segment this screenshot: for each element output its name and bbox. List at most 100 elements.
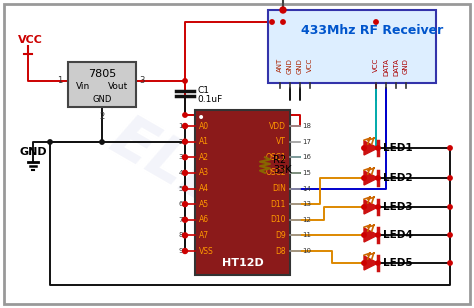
Polygon shape	[364, 228, 378, 242]
Text: OSC1: OSC1	[265, 153, 286, 162]
Text: ANT: ANT	[277, 58, 283, 72]
Circle shape	[376, 205, 380, 209]
Text: 14: 14	[302, 185, 311, 192]
Text: GND: GND	[19, 147, 47, 157]
Circle shape	[376, 261, 380, 265]
Text: D10: D10	[271, 215, 286, 224]
Text: VSS: VSS	[199, 246, 214, 256]
Polygon shape	[364, 200, 378, 214]
Text: GND: GND	[287, 58, 293, 74]
Circle shape	[376, 176, 380, 180]
Circle shape	[362, 261, 366, 265]
Polygon shape	[364, 171, 378, 185]
Text: 7805: 7805	[88, 69, 116, 79]
Circle shape	[281, 20, 285, 24]
Text: LED2: LED2	[383, 173, 413, 183]
Circle shape	[182, 249, 188, 253]
Circle shape	[362, 233, 366, 237]
Circle shape	[182, 124, 188, 128]
Text: DIN: DIN	[272, 184, 286, 193]
Text: LED5: LED5	[383, 258, 413, 268]
Text: A3: A3	[199, 168, 209, 177]
Text: 5: 5	[179, 185, 183, 192]
Text: 18: 18	[302, 123, 311, 129]
Text: Vout: Vout	[108, 82, 128, 91]
Text: 2: 2	[100, 112, 105, 121]
Text: VT: VT	[276, 137, 286, 146]
Text: VCC: VCC	[18, 35, 43, 45]
Polygon shape	[364, 256, 378, 270]
Text: A1: A1	[199, 137, 209, 146]
Text: LED4: LED4	[383, 230, 413, 240]
Text: A0: A0	[199, 121, 209, 131]
Text: D8: D8	[275, 246, 286, 256]
Text: 9: 9	[179, 248, 183, 254]
Text: 1: 1	[179, 123, 183, 129]
Circle shape	[183, 79, 187, 83]
Text: 33K: 33K	[273, 165, 292, 175]
Circle shape	[182, 139, 188, 144]
Text: 433Mhz RF Receiver: 433Mhz RF Receiver	[301, 23, 443, 37]
Circle shape	[48, 140, 52, 144]
Text: 1: 1	[57, 76, 62, 85]
Text: HT12D: HT12D	[222, 258, 264, 268]
Text: 2: 2	[179, 139, 183, 145]
Text: 10: 10	[302, 248, 311, 254]
Circle shape	[362, 205, 366, 209]
Text: 0.1uF: 0.1uF	[197, 95, 222, 103]
Text: 16: 16	[302, 154, 311, 160]
Bar	[268, 10, 436, 83]
Text: GND: GND	[92, 95, 112, 103]
Text: 3: 3	[179, 154, 183, 160]
Text: D9: D9	[275, 231, 286, 240]
Text: 4: 4	[179, 170, 183, 176]
Text: •: •	[197, 111, 205, 125]
Circle shape	[448, 146, 452, 150]
Circle shape	[100, 140, 104, 144]
Text: VCC: VCC	[307, 58, 313, 72]
Text: LED3: LED3	[383, 202, 413, 212]
Text: 3: 3	[139, 76, 145, 85]
Text: A6: A6	[199, 215, 209, 224]
Text: 13: 13	[302, 201, 311, 207]
Circle shape	[182, 170, 188, 175]
Text: R2: R2	[273, 155, 286, 165]
Circle shape	[182, 155, 188, 160]
Text: 8: 8	[179, 232, 183, 238]
Polygon shape	[364, 141, 378, 155]
Circle shape	[362, 176, 366, 180]
Circle shape	[270, 20, 274, 24]
Text: Vin: Vin	[76, 82, 90, 91]
Text: VDD: VDD	[269, 121, 286, 131]
Text: A2: A2	[199, 153, 209, 162]
Text: 15: 15	[302, 170, 311, 176]
Circle shape	[183, 113, 187, 117]
Bar	[195, 110, 290, 275]
Text: 12: 12	[302, 217, 311, 223]
Text: VCC: VCC	[373, 58, 379, 72]
Circle shape	[182, 233, 188, 238]
Text: D11: D11	[271, 200, 286, 209]
Text: DATA: DATA	[393, 58, 399, 76]
Text: 11: 11	[302, 232, 311, 238]
Text: 7: 7	[179, 217, 183, 223]
Circle shape	[448, 176, 452, 180]
Circle shape	[448, 261, 452, 265]
Circle shape	[448, 205, 452, 209]
Circle shape	[376, 233, 380, 237]
Text: C1: C1	[197, 86, 209, 95]
Circle shape	[362, 146, 366, 150]
Bar	[68, 62, 136, 107]
Text: LED1: LED1	[383, 143, 413, 153]
Text: A4: A4	[199, 184, 209, 193]
Text: OSC2: OSC2	[265, 168, 286, 177]
Text: DATA: DATA	[383, 58, 389, 76]
Circle shape	[448, 233, 452, 237]
Circle shape	[376, 146, 380, 150]
Circle shape	[182, 217, 188, 222]
Circle shape	[280, 7, 286, 13]
Text: GND: GND	[297, 58, 303, 74]
Text: A5: A5	[199, 200, 209, 209]
Circle shape	[182, 186, 188, 191]
Text: 17: 17	[302, 139, 311, 145]
